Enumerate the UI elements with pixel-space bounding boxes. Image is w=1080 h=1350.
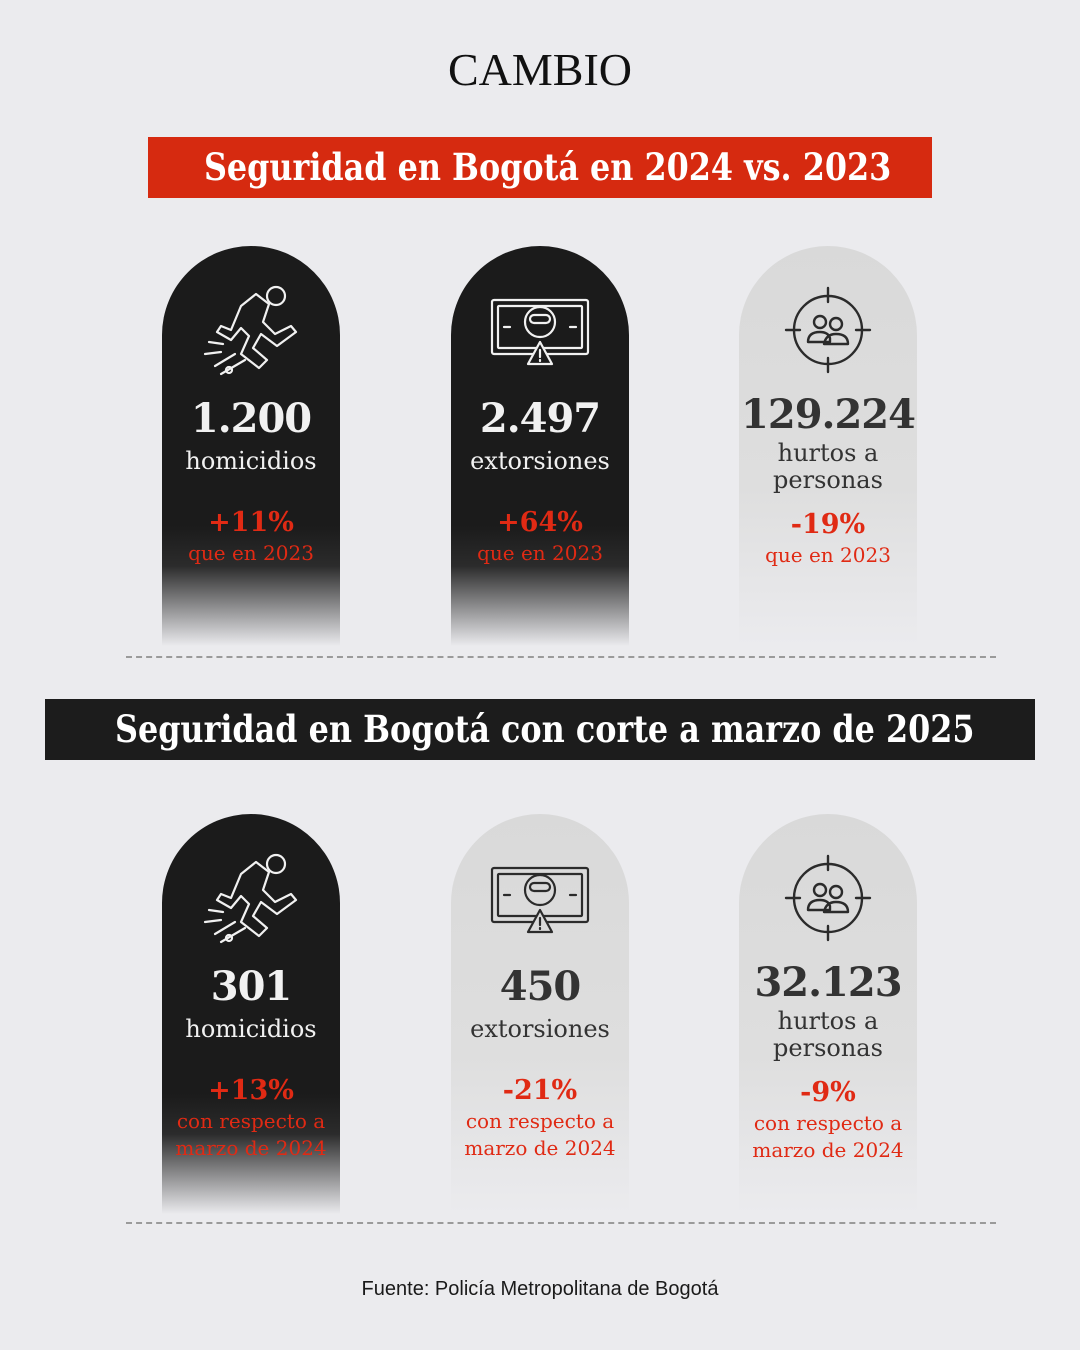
stat-change: +64% xyxy=(497,507,583,538)
stat-change: -9% xyxy=(800,1077,856,1108)
stat-label: homicidios xyxy=(185,447,317,475)
stat-comparison-line1: con respecto a xyxy=(176,1109,326,1133)
stat-label-line2: personas xyxy=(773,466,883,494)
stat-value: 129.224 xyxy=(741,391,916,438)
stat-comparison-line2: marzo de 2024 xyxy=(175,1136,327,1160)
extortion-banknote-icon xyxy=(490,282,590,378)
brand-logo: CAMBIO xyxy=(447,44,633,95)
stat-card-hurtos-2025: 32.123 hurtos a personas -9% con respect… xyxy=(739,814,917,1214)
stat-label-line1: hurtos a xyxy=(777,439,879,467)
stat-comparison: que en 2023 xyxy=(188,541,314,565)
section1-title: Seguridad en Bogotá en 2024 vs. 2023 xyxy=(203,145,892,189)
stat-value: 2.497 xyxy=(479,395,601,442)
stat-value: 32.123 xyxy=(754,959,902,1006)
stat-comparison: que en 2023 xyxy=(477,541,603,565)
stat-label: hurtos a personas xyxy=(739,440,917,494)
running-person-icon xyxy=(201,850,301,946)
stat-comparison-line2: marzo de 2024 xyxy=(464,1136,616,1160)
stat-card-extorsiones-2024: 2.497 extorsiones +64% que en 2023 xyxy=(451,246,629,646)
stat-value: 301 xyxy=(210,963,293,1010)
stat-label: extorsiones xyxy=(470,1015,610,1043)
stat-label: extorsiones xyxy=(470,447,610,475)
stat-card-homicidios-2025: 301 homicidios +13% con respecto a marzo… xyxy=(162,814,340,1214)
stat-label: homicidios xyxy=(185,1015,317,1043)
dashed-divider xyxy=(126,1222,996,1224)
stat-value: 450 xyxy=(499,963,582,1010)
stat-change: +11% xyxy=(208,507,294,538)
extortion-banknote-icon xyxy=(490,850,590,946)
stat-comparison: con respecto a marzo de 2024 xyxy=(451,1108,629,1162)
source-note: Fuente: Policía Metropolitana de Bogotá xyxy=(361,1278,719,1300)
stat-change: -19% xyxy=(790,509,866,540)
stat-comparison-line2: marzo de 2024 xyxy=(752,1138,904,1162)
dashed-divider xyxy=(126,656,996,658)
stat-label-line1: hurtos a xyxy=(777,1007,879,1035)
target-people-icon xyxy=(778,282,878,378)
stat-card-homicidios-2024: 1.200 homicidios +11% que en 2023 xyxy=(162,246,340,646)
stat-label-line2: personas xyxy=(773,1034,883,1062)
stat-comparison-line1: con respecto a xyxy=(465,1109,615,1133)
stat-label: hurtos a personas xyxy=(739,1008,917,1062)
stat-change: -21% xyxy=(502,1075,578,1106)
running-person-icon xyxy=(201,282,301,378)
section2-title: Seguridad en Bogotá con corte a marzo de… xyxy=(114,707,975,751)
stat-comparison: con respecto a marzo de 2024 xyxy=(162,1108,340,1162)
target-people-icon xyxy=(778,850,878,946)
stat-comparison: con respecto a marzo de 2024 xyxy=(739,1110,917,1164)
stat-value: 1.200 xyxy=(190,395,312,442)
stat-comparison-line1: con respecto a xyxy=(753,1111,903,1135)
section1-title-banner: Seguridad en Bogotá en 2024 vs. 2023 xyxy=(148,137,932,198)
stat-change: +13% xyxy=(208,1075,294,1106)
stat-card-extorsiones-2025: 450 extorsiones -21% con respecto a marz… xyxy=(451,814,629,1214)
stat-comparison: que en 2023 xyxy=(765,543,891,567)
section2-title-banner: Seguridad en Bogotá con corte a marzo de… xyxy=(45,699,1035,760)
stat-card-hurtos-2024: 129.224 hurtos a personas -19% que en 20… xyxy=(739,246,917,646)
